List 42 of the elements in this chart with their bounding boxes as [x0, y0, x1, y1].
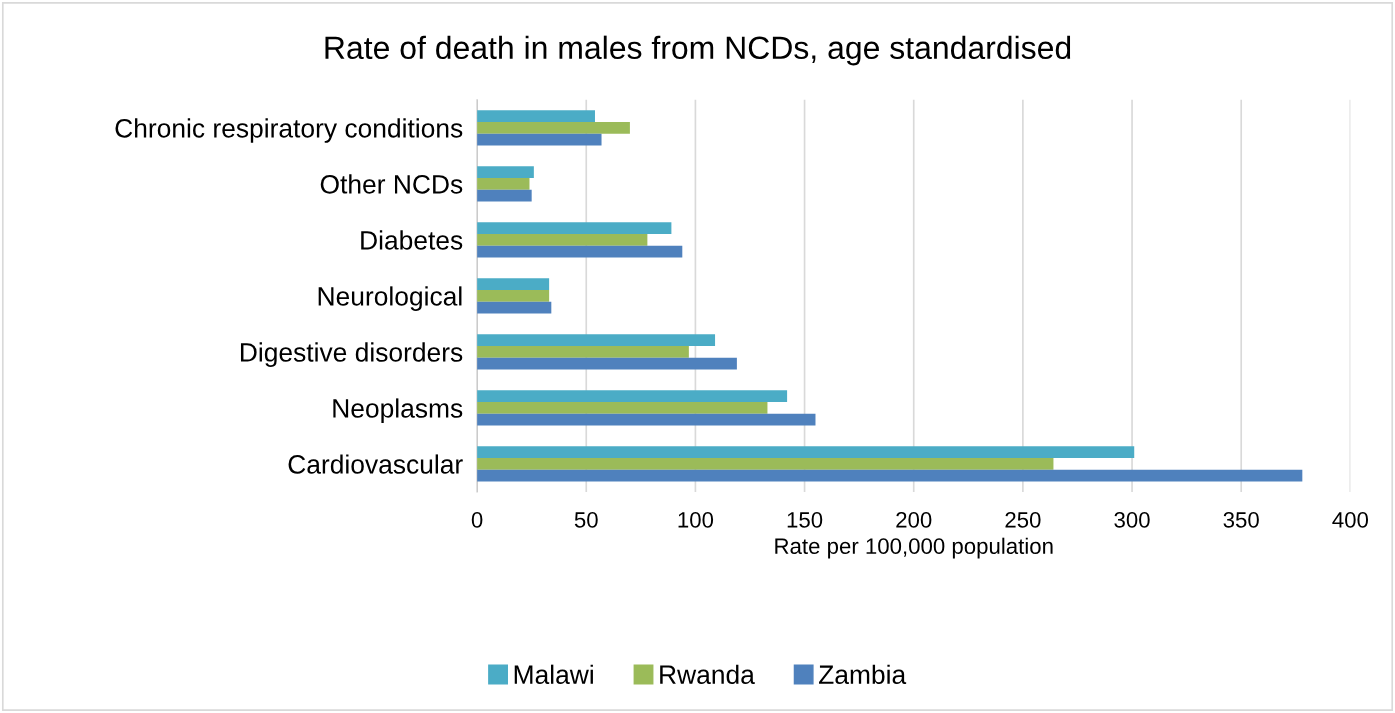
x-tick-label: 150	[787, 512, 823, 528]
bar	[477, 402, 768, 414]
bar	[477, 290, 550, 302]
bar	[477, 334, 716, 347]
y-tick-label: Neoplasms	[333, 398, 463, 423]
y-tick-label: Other NCDs	[320, 174, 463, 194]
legend-label: Rwanda	[660, 664, 755, 685]
bar	[477, 357, 737, 370]
x-axis-title: Rate per 100,000 population	[775, 537, 1053, 559]
bar	[477, 177, 530, 190]
bar	[477, 222, 672, 234]
bar	[477, 346, 689, 358]
bar	[477, 121, 630, 134]
x-tick-label: 400	[1332, 512, 1369, 528]
chart-title: Rate of death in males from NCDs, age standardised	[325, 35, 1071, 66]
x-tick-label: 50	[574, 512, 598, 528]
x-tick-label: 350	[1223, 512, 1259, 528]
y-tick-label: Diabetes	[361, 230, 463, 250]
bar	[477, 110, 595, 122]
bar	[477, 133, 602, 146]
x-tick-label: 200	[896, 512, 932, 528]
legend-label: Zambia	[819, 664, 907, 685]
bar	[477, 278, 550, 291]
bar	[477, 446, 1135, 459]
x-tick-label: 100	[678, 512, 714, 528]
bar	[477, 458, 1054, 470]
bar	[477, 166, 534, 178]
y-tick-label: Neurological	[318, 286, 462, 311]
bar	[477, 233, 648, 246]
x-tick-label: 300	[1114, 512, 1150, 528]
bar	[477, 469, 1303, 482]
y-tick-label: Digestive disorders	[240, 342, 463, 367]
bar	[477, 413, 816, 426]
bar	[477, 301, 552, 314]
bar	[477, 390, 788, 403]
y-tick-label: Cardiovascular	[288, 454, 463, 474]
x-tick-label: 0	[471, 512, 483, 528]
y-tick-label: Chronic respiratory conditions	[115, 118, 463, 143]
legend-label: Malawi	[514, 664, 593, 685]
x-tick-label: 250	[1005, 512, 1041, 528]
bar	[477, 245, 683, 258]
bar	[477, 189, 532, 202]
